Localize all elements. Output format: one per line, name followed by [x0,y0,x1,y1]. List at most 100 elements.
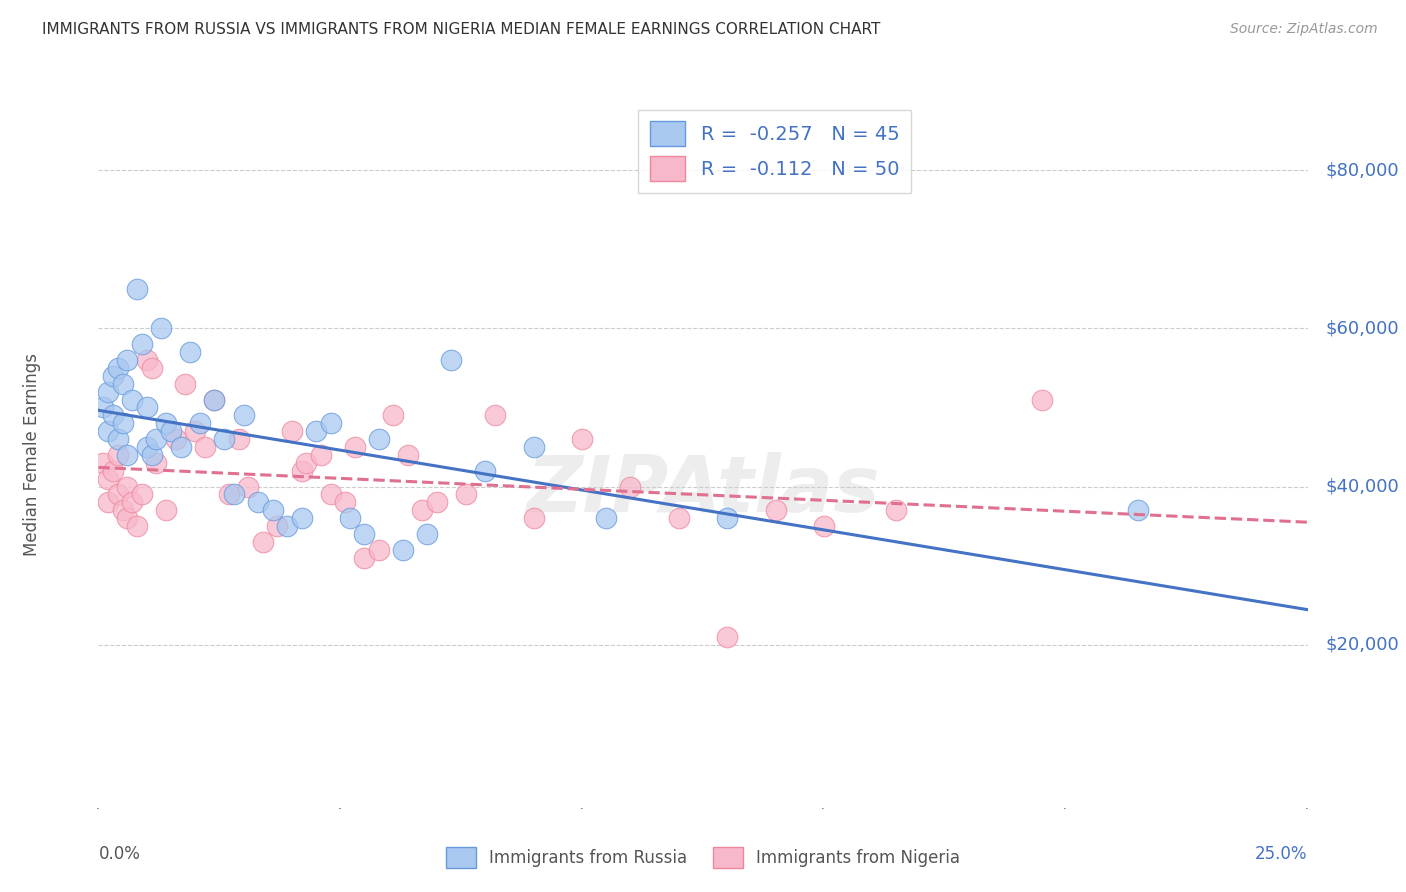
Point [91,401,114,415]
Point [232,409,254,423]
Point [135,401,157,415]
Text: $20,000: $20,000 [1326,636,1399,654]
Point [212,432,235,446]
Point [188,417,211,431]
Point [179,345,201,359]
Point [474,464,496,478]
Point [319,417,342,431]
Point [145,456,167,470]
Point [266,519,288,533]
Point [382,409,405,423]
Point [571,432,593,446]
Point [141,448,163,462]
Point [204,392,226,407]
Point [169,440,191,454]
Point [290,464,312,478]
Point [101,464,124,478]
Point [484,409,506,423]
Point [97,495,120,509]
Point [290,511,312,525]
Point [111,417,134,431]
Point [281,424,304,438]
Point [319,487,342,501]
Point [135,440,157,454]
Point [117,511,139,525]
Point [131,337,153,351]
Point [222,487,245,501]
Point [276,519,298,533]
Point [194,440,217,454]
Point [295,456,318,470]
Text: Source: ZipAtlas.com: Source: ZipAtlas.com [1230,22,1378,37]
Point [97,424,120,438]
Point [117,479,139,493]
Point [716,511,738,525]
Point [523,440,546,454]
Point [107,432,129,446]
Point [262,503,284,517]
Point [353,550,375,565]
Point [174,376,197,391]
Point [368,432,391,446]
Text: $80,000: $80,000 [1326,161,1399,179]
Point [165,432,187,446]
Point [765,503,787,517]
Point [440,353,463,368]
Point [392,542,415,557]
Point [416,527,439,541]
Point [127,519,149,533]
Point [619,479,641,493]
Point [107,448,129,462]
Point [145,432,167,446]
Point [121,495,143,509]
Point [1128,503,1150,517]
Point [160,424,183,438]
Point [396,448,419,462]
Point [228,432,250,446]
Point [813,519,835,533]
Point [305,424,328,438]
Point [111,503,134,517]
Point [343,440,366,454]
Text: $60,000: $60,000 [1326,319,1399,337]
Point [238,479,260,493]
Point [150,321,173,335]
Point [101,368,124,383]
Point [117,353,139,368]
Point [121,392,143,407]
Point [426,495,449,509]
Point [716,630,738,644]
Point [333,495,356,509]
Text: 25.0%: 25.0% [1256,845,1308,863]
Point [247,495,270,509]
Point [668,511,690,525]
Text: Median Female Earnings: Median Female Earnings [22,353,41,557]
Point [117,448,139,462]
Point [97,472,120,486]
Point [454,487,477,501]
Point [886,503,908,517]
Text: ZIPAtlas: ZIPAtlas [526,451,880,528]
Point [97,384,120,399]
Point [107,361,129,376]
Point [309,448,332,462]
Point [368,542,391,557]
Legend: Immigrants from Russia, Immigrants from Nigeria: Immigrants from Russia, Immigrants from … [440,841,966,874]
Point [107,487,129,501]
Point [204,392,226,407]
Point [131,487,153,501]
Point [135,353,157,368]
Point [155,503,177,517]
Point [127,282,149,296]
Point [155,417,177,431]
Point [339,511,361,525]
Point [595,511,617,525]
Point [411,503,433,517]
Point [184,424,207,438]
Point [523,511,546,525]
Text: 0.0%: 0.0% [98,845,141,863]
Text: $40,000: $40,000 [1326,477,1399,496]
Point [218,487,240,501]
Text: IMMIGRANTS FROM RUSSIA VS IMMIGRANTS FROM NIGERIA MEDIAN FEMALE EARNINGS CORRELA: IMMIGRANTS FROM RUSSIA VS IMMIGRANTS FRO… [42,22,880,37]
Point [101,409,124,423]
